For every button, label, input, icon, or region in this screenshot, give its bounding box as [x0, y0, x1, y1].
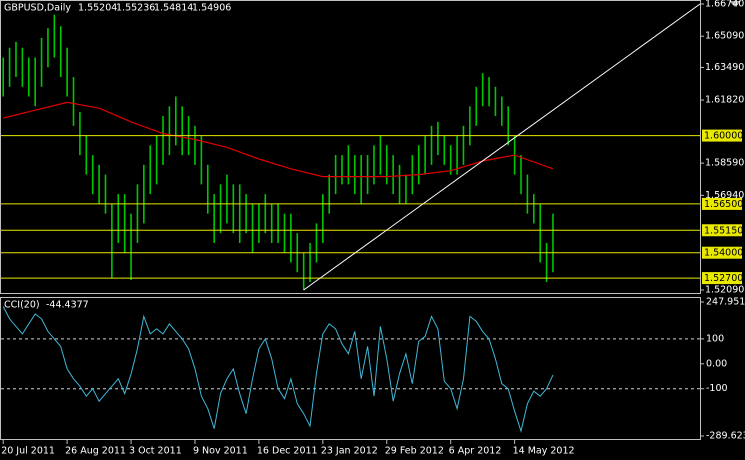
x-tick-label: 14 May 2012	[513, 446, 575, 457]
moving-average	[3, 101, 554, 178]
x-tick-label: 20 Jul 2011	[1, 446, 55, 457]
x-tick-label: 9 Nov 2011	[193, 446, 248, 457]
y-tick-label: 1.66740	[705, 0, 744, 10]
panel-toggle-icon[interactable]	[729, 1, 741, 7]
y-tick-label: 1.65090	[705, 31, 744, 42]
y-tick-label: 1.52090	[705, 285, 744, 296]
level-label-box	[702, 224, 742, 237]
y-tick-label: 1.61820	[705, 95, 744, 106]
indicator-panel	[0, 297, 701, 440]
quote-value: 1.55204	[78, 3, 117, 14]
quote-value: 1.54814	[154, 3, 193, 14]
level-label-box	[702, 246, 742, 259]
y-tick-label: 1.56940	[705, 190, 744, 201]
level-label: 1.60000	[704, 131, 743, 142]
y-tick-label: -100	[706, 383, 728, 394]
y-tick-label: 100	[706, 333, 724, 344]
x-tick-label: 6 Apr 2012	[449, 446, 502, 457]
indicator-value: -44.4377	[46, 300, 89, 311]
y-tick-label: 247.9512	[706, 297, 745, 308]
quote-value: 1.55236	[116, 3, 155, 14]
y-tick-label: 1.63490	[705, 62, 744, 73]
level-label: 1.54000	[704, 248, 743, 259]
chart-title: GBPUSD,Daily	[4, 3, 71, 14]
x-tick-label: 16 Dec 2011	[257, 446, 318, 457]
x-tick-label: 29 Feb 2012	[385, 446, 444, 457]
y-tick-label: 0.00	[706, 358, 727, 369]
y-tick-label: 1.58590	[705, 158, 744, 169]
price-panel	[0, 0, 701, 294]
cci-line	[2, 306, 554, 433]
indicator-title: CCI(20)	[4, 300, 40, 311]
level-label-box	[702, 129, 742, 142]
trendline	[303, 3, 701, 291]
level-label-box	[702, 272, 742, 285]
level-label: 1.56500	[704, 199, 743, 210]
level-label-box	[702, 197, 742, 210]
quote-value: 1.54906	[192, 3, 231, 14]
y-tick-label: -289.623	[706, 431, 745, 442]
x-tick-label: 26 Aug 2011	[65, 446, 126, 457]
x-tick-label: 23 Jan 2012	[321, 446, 378, 457]
level-label: 1.55150	[704, 225, 743, 236]
level-label: 1.52700	[704, 273, 743, 284]
x-tick-label: 3 Oct 2011	[129, 446, 182, 457]
